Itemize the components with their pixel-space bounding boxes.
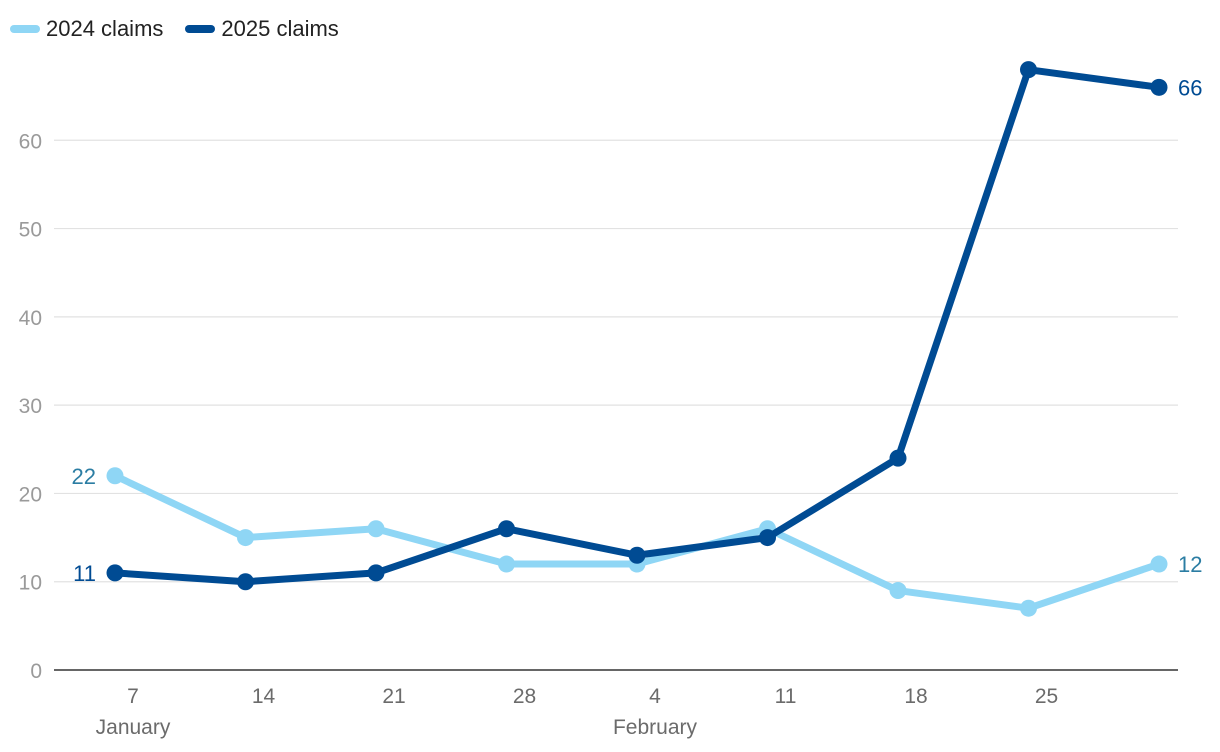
legend-item-2024[interactable]: 2024 claims (10, 16, 163, 42)
point-2025-8 (1150, 78, 1168, 96)
point-2025-6 (889, 449, 907, 467)
legend-item-2025[interactable]: 2025 claims (185, 16, 339, 42)
x-tick-label-4: 4 (649, 685, 661, 708)
data-label-2025-first: 11 (73, 561, 96, 586)
y-axis-ticks: 0 10 20 30 40 50 60 (19, 130, 42, 683)
point-2024-8 (1150, 555, 1168, 573)
x-tick-label-7: 7 (127, 685, 139, 708)
legend-swatch-2024 (10, 25, 40, 33)
point-2024-6 (889, 582, 907, 600)
y-tick-label-40: 40 (19, 307, 42, 330)
legend-swatch-2025 (185, 25, 216, 33)
month-label-january: January (96, 716, 171, 739)
x-tick-label-11: 11 (775, 685, 797, 708)
point-2024-7 (1020, 599, 1037, 617)
y-tick-label-20: 20 (19, 483, 42, 506)
month-label-february: February (613, 716, 698, 739)
x-axis-ticks: 7 14 21 28 4 11 18 25 (127, 685, 1058, 708)
y-tick-label-10: 10 (19, 572, 42, 595)
legend: 2024 claims 2025 claims (10, 16, 339, 42)
point-2025-3 (498, 520, 515, 538)
x-tick-label-25: 25 (1035, 685, 1058, 708)
x-tick-label-14: 14 (252, 685, 276, 708)
point-2025-0 (106, 564, 124, 582)
series-group (106, 61, 1168, 617)
point-2025-2 (367, 564, 385, 582)
point-2024-1 (237, 529, 254, 547)
month-labels: January February (96, 716, 698, 739)
point-2024-3 (498, 555, 515, 573)
x-tick-label-18: 18 (904, 685, 927, 708)
data-label-2024-first: 22 (72, 464, 96, 489)
series-line-2025 (111, 66, 1163, 586)
gridlines (54, 139, 1178, 583)
point-2024-0 (106, 467, 124, 485)
x-tick-label-21: 21 (382, 685, 405, 708)
y-tick-label-50: 50 (19, 219, 42, 242)
point-2025-4 (628, 546, 646, 564)
data-label-2024-last: 12 (1178, 552, 1202, 577)
point-2024-2 (367, 520, 385, 538)
legend-label-2024: 2024 claims (46, 16, 164, 41)
point-2025-7 (1020, 61, 1037, 79)
y-tick-label-0: 0 (30, 660, 42, 683)
y-tick-label-60: 60 (19, 130, 42, 153)
y-tick-label-30: 30 (19, 395, 42, 418)
legend-label-2025: 2025 claims (221, 16, 339, 41)
series-line-2024 (111, 472, 1163, 612)
x-tick-label-28: 28 (513, 685, 536, 708)
point-2025-1 (237, 573, 254, 591)
point-2025-5 (759, 529, 776, 547)
data-label-2025-last: 66 (1178, 75, 1202, 100)
data-labels: 22 12 11 66 (72, 75, 1203, 586)
